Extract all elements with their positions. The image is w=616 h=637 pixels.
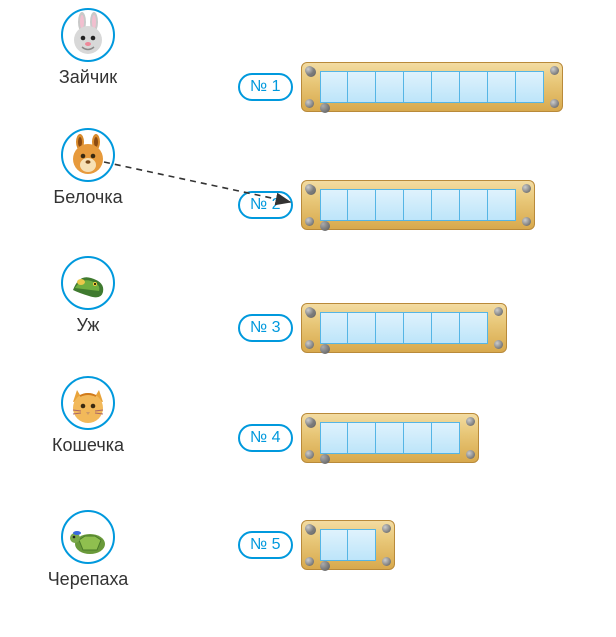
- cat-icon: [61, 376, 115, 430]
- plank-row-4: № 4: [238, 413, 479, 463]
- animal-label: Кошечка: [28, 435, 148, 456]
- cell-strip: [320, 71, 544, 103]
- plank-badge: № 1: [238, 73, 293, 101]
- turtle-icon: [61, 510, 115, 564]
- animal-snake: Уж: [28, 256, 148, 336]
- rabbit-icon: [61, 8, 115, 62]
- animal-squirrel: Белочка: [28, 128, 148, 208]
- plank-badge: № 4: [238, 424, 293, 452]
- animal-turtle: Черепаха: [28, 510, 148, 590]
- animal-rabbit: Зайчик: [28, 8, 148, 88]
- animal-label: Зайчик: [28, 67, 148, 88]
- animal-label: Черепаха: [28, 569, 148, 590]
- wooden-plank: [301, 180, 535, 230]
- wooden-plank: [301, 62, 563, 112]
- squirrel-icon: [61, 128, 115, 182]
- cell-strip: [320, 529, 376, 561]
- plank-badge: № 2: [238, 191, 293, 219]
- animal-label: Белочка: [28, 187, 148, 208]
- plank-row-3: № 3: [238, 303, 507, 353]
- animal-label: Уж: [28, 315, 148, 336]
- cell-strip: [320, 422, 460, 454]
- plank-badge: № 5: [238, 531, 293, 559]
- wooden-plank: [301, 520, 395, 570]
- wooden-plank: [301, 303, 507, 353]
- snake-icon: [61, 256, 115, 310]
- plank-badge: № 3: [238, 314, 293, 342]
- animal-cat: Кошечка: [28, 376, 148, 456]
- wooden-plank: [301, 413, 479, 463]
- cell-strip: [320, 312, 488, 344]
- plank-row-5: № 5: [238, 520, 395, 570]
- plank-row-2: № 2: [238, 180, 535, 230]
- plank-row-1: № 1: [238, 62, 563, 112]
- cell-strip: [320, 189, 516, 221]
